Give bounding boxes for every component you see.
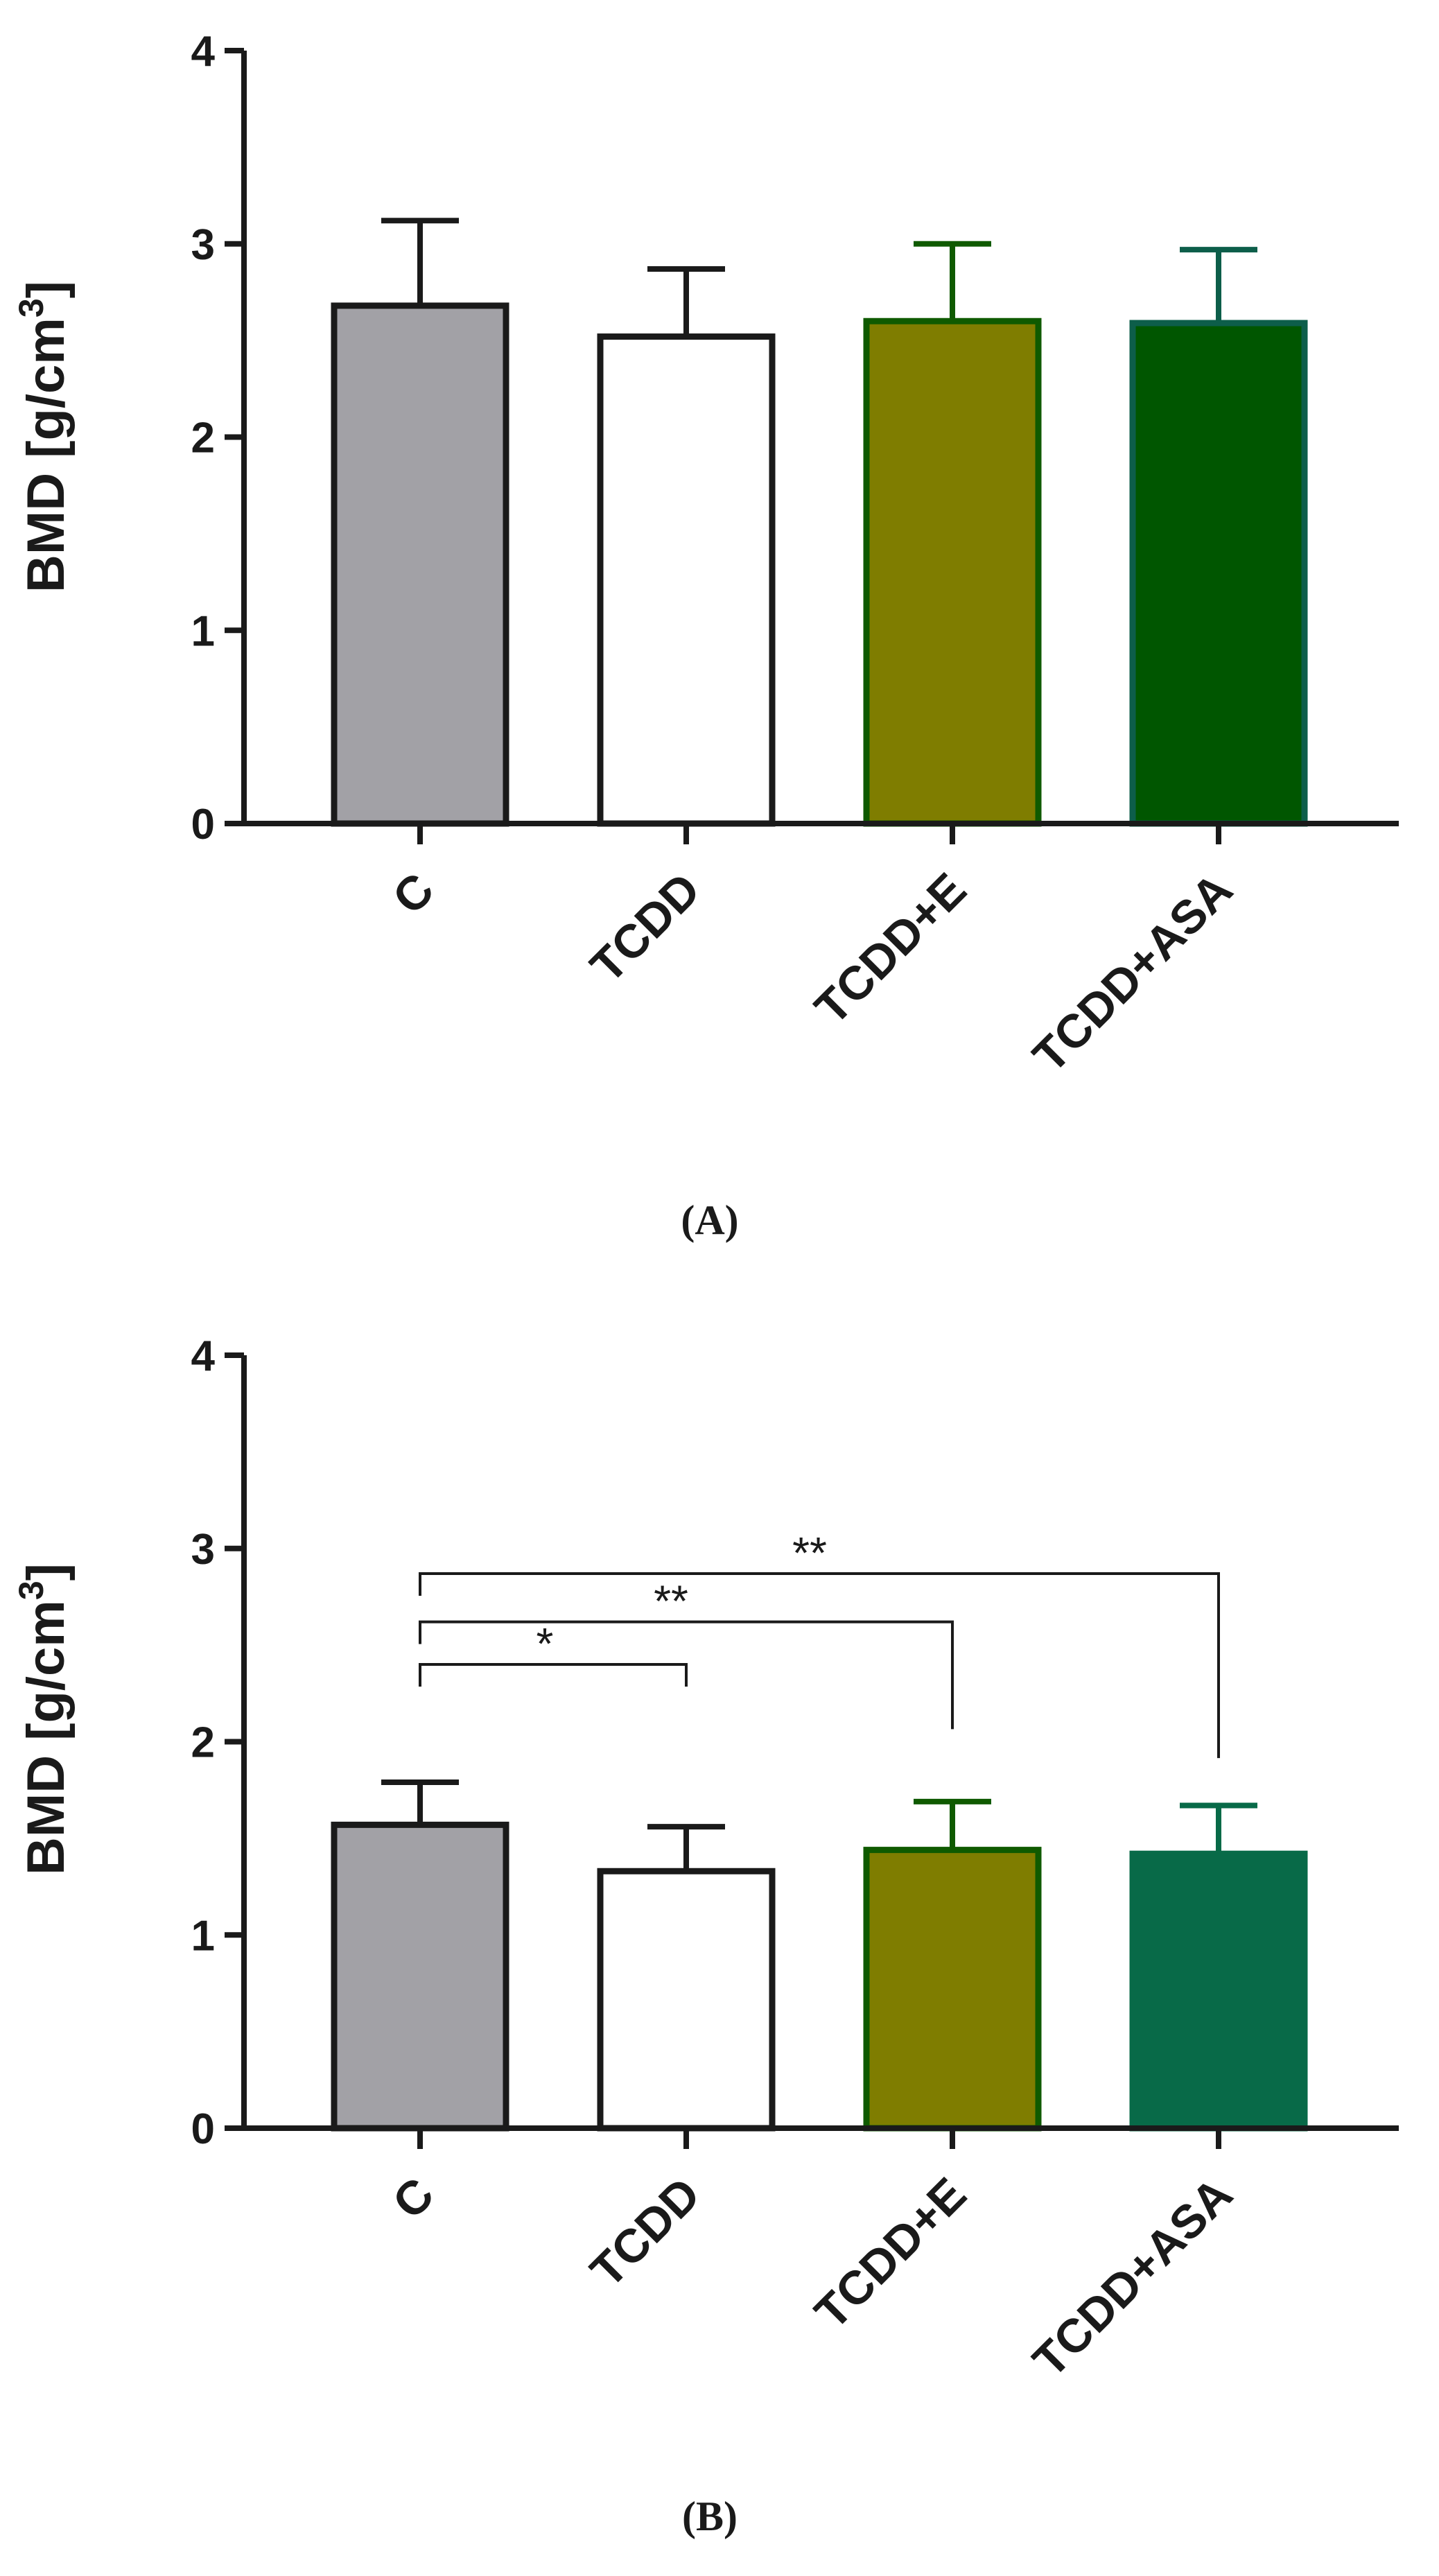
x-category-label: TCDD+E	[805, 863, 976, 1034]
y-axis-title-main: BMD [g/cm	[17, 1600, 76, 1875]
significance-label: **	[792, 1528, 827, 1578]
y-tick-label: 0	[191, 801, 215, 848]
bar	[597, 333, 776, 827]
bar	[331, 1821, 509, 2132]
x-category-label: TCDD+ASA	[1023, 2168, 1243, 2387]
bar	[597, 1868, 776, 2132]
y-tick-label: 1	[191, 1912, 215, 1960]
y-axis-title-superscript: 3	[12, 1581, 51, 1600]
significance-bracket	[419, 1663, 688, 1687]
significance-bracket	[419, 1620, 954, 1730]
y-tick-label: 3	[191, 221, 215, 269]
y-axis-title-superscript: 3	[12, 298, 51, 317]
bar	[863, 1847, 1042, 2132]
bar	[331, 302, 509, 827]
significance-label: *	[537, 1619, 554, 1669]
y-tick-label: 2	[191, 415, 215, 462]
y-axis-title: BMD [g/cm3]	[12, 1563, 76, 1875]
x-category-label: TCDD+E	[805, 2168, 976, 2339]
x-category-label: C	[383, 2168, 444, 2229]
y-axis-title: BMD [g/cm3]	[12, 281, 76, 593]
significance-label: **	[654, 1576, 688, 1626]
x-category-label: TCDD	[580, 863, 710, 993]
y-axis-title-main: BMD [g/cm	[17, 317, 76, 593]
panel-label: (A)	[681, 1197, 738, 1243]
y-tick-label: 4	[191, 1332, 216, 1380]
y-tick-label: 0	[191, 2105, 215, 2153]
y-tick-label: 3	[191, 1526, 215, 1574]
y-axis-title-end: ]	[17, 281, 76, 298]
x-category-label: TCDD+ASA	[1023, 863, 1243, 1083]
y-tick-label: 1	[191, 607, 215, 655]
bar	[863, 317, 1042, 827]
bar	[1129, 320, 1308, 827]
x-category-label: TCDD	[580, 2168, 710, 2297]
x-category-label: C	[383, 863, 444, 924]
bar	[1129, 1850, 1308, 2132]
y-axis-title-end: ]	[17, 1563, 76, 1581]
y-tick-label: 4	[191, 28, 216, 76]
y-tick-label: 2	[191, 1719, 215, 1767]
significance-bracket	[419, 1572, 1220, 1759]
panel-label: (B)	[682, 2494, 738, 2539]
